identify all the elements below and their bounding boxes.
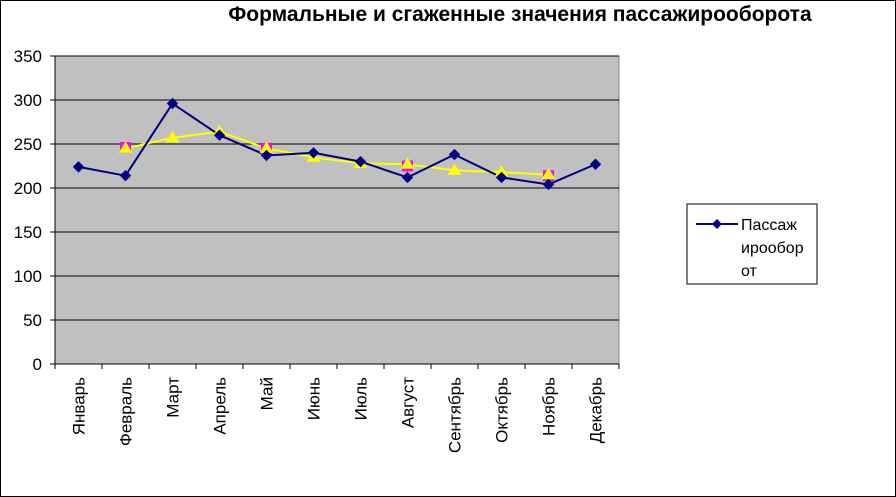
plot-area bbox=[54, 55, 620, 365]
legend: Пассаж ирообор от bbox=[686, 203, 818, 285]
y-tick-label: 350 bbox=[14, 47, 42, 66]
legend-label-line-1: Пассаж bbox=[741, 217, 797, 234]
data-point-series-1 bbox=[447, 163, 462, 175]
y-tick-label: 50 bbox=[23, 311, 42, 330]
data-point-series-0 bbox=[119, 169, 132, 182]
x-tick-label: Ноябрь bbox=[540, 377, 559, 436]
data-point-series-0 bbox=[307, 147, 320, 159]
legend-label-line-2: ирообор bbox=[741, 240, 804, 257]
y-tick-label: 100 bbox=[14, 267, 42, 286]
data-point-series-0 bbox=[495, 171, 508, 184]
y-tick-label: 200 bbox=[14, 179, 42, 198]
data-point-series-0 bbox=[448, 148, 461, 161]
legend-label-line-3: от bbox=[741, 263, 758, 280]
y-tick-label: 0 bbox=[33, 355, 42, 374]
data-point-series-0 bbox=[542, 178, 555, 191]
series-line-0 bbox=[78, 102, 596, 186]
x-tick-label: Июль bbox=[352, 377, 371, 421]
x-tick-label: Сентябрь bbox=[446, 377, 465, 453]
x-tick-label: Май bbox=[258, 377, 277, 410]
x-tick-label: Март bbox=[164, 377, 183, 418]
data-point-series-0 bbox=[260, 149, 273, 162]
x-tick-label: Апрель bbox=[211, 377, 230, 435]
data-point-series-0 bbox=[72, 161, 85, 173]
x-tick-label: Февраль bbox=[117, 377, 136, 446]
x-tick-label: Октябрь bbox=[493, 377, 512, 443]
chart-title: Формальные и сгаженные значения пассажир… bbox=[228, 3, 812, 26]
y-tick-label: 300 bbox=[14, 91, 42, 110]
data-point-series-0 bbox=[213, 129, 226, 141]
x-tick-label: Август bbox=[399, 377, 418, 428]
series-line-1 bbox=[125, 130, 549, 176]
x-tick-label: Декабрь bbox=[587, 377, 606, 443]
legend-box bbox=[686, 203, 818, 285]
data-point-series-1 bbox=[165, 130, 180, 143]
y-tick-label: 250 bbox=[14, 135, 42, 154]
x-tick-label: Июнь bbox=[305, 377, 324, 420]
x-tick-label: Январь bbox=[70, 377, 89, 435]
data-point-series-0 bbox=[354, 155, 367, 168]
data-point-series-1 bbox=[400, 157, 415, 169]
data-point-series-0 bbox=[589, 158, 602, 170]
data-point-series-1 bbox=[118, 141, 133, 153]
legend-marker-passenger bbox=[712, 219, 722, 229]
y-tick-label: 150 bbox=[14, 223, 42, 242]
data-point-series-0 bbox=[166, 97, 179, 110]
data-point-series-0 bbox=[401, 171, 414, 184]
